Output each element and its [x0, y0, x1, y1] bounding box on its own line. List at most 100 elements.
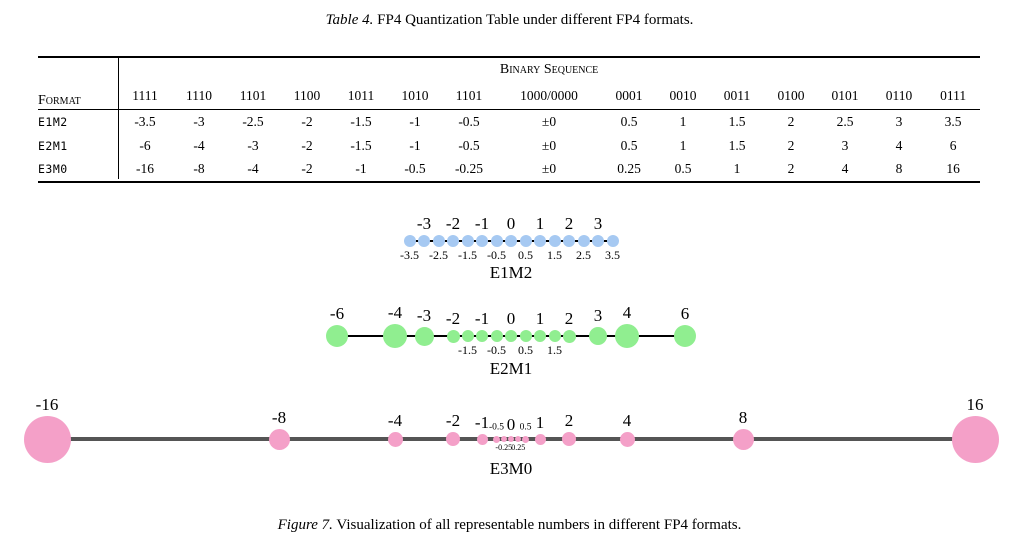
dot-label-above: -1: [474, 412, 490, 432]
data-dot-e2m1: [505, 330, 517, 342]
binary-header-cell: 0111: [940, 87, 967, 103]
table-row: E1M2 -3.5 -3 -2.5 -2 -1.5 -1 -0.5 ±0 0.5 1 1.5 2 2.5 3…: [38, 110, 980, 134]
dot-label-below: -0.25: [495, 443, 513, 452]
data-dot-e1m2: [519, 235, 532, 247]
dot-label-above: 0: [506, 309, 516, 328]
figure-caption-text: Visualization of all representable numbe…: [336, 517, 742, 533]
dot-label-above: 1: [535, 412, 545, 432]
dot-label-above: -6: [329, 304, 345, 323]
dot-label-below: 3.5: [605, 248, 620, 262]
binary-header-cell: 0110: [885, 87, 913, 103]
data-dot-e2m1: [562, 329, 576, 343]
dot-label-above: 3: [593, 214, 603, 233]
row-title-e2m1: E2M1: [489, 359, 533, 378]
dot-label-above: -0.5: [488, 422, 505, 432]
format-cell: E1M2: [38, 114, 68, 129]
data-dot-e3m0: [562, 432, 576, 446]
data-dot-e3m0: [515, 436, 522, 442]
value-cell: 3: [895, 113, 903, 129]
data-dot-e1m2: [447, 235, 459, 247]
value-cell: 0.25: [617, 161, 641, 176]
dot-label-above: 2: [564, 411, 574, 430]
dot-label-above: -16: [35, 394, 59, 414]
dot-label-above: -4: [387, 410, 403, 430]
binary-header-cell: 1011: [347, 87, 375, 103]
dot-label-above: 8: [738, 407, 748, 427]
table-caption: Table 4. FP4 Quantization Table under di…: [0, 12, 1019, 29]
dot-label-below: 0.5: [518, 248, 533, 262]
dot-label-above: 4: [622, 303, 632, 322]
binary-header-cell: 0101: [831, 87, 859, 103]
data-dot-e1m2: [418, 235, 430, 247]
dot-label-below: 0.5: [518, 343, 533, 357]
dot-label-above: -1: [474, 214, 490, 233]
data-dot-e3m0: [534, 433, 546, 445]
data-dot-e2m1: [548, 330, 561, 342]
dot-label-above: -2: [445, 214, 461, 233]
data-dot-e3m0: [476, 433, 488, 445]
value-cell: -1: [409, 137, 421, 153]
dot-label-above: 0: [506, 415, 516, 434]
value-cell: 3: [841, 137, 849, 153]
binary-header-row: 1111 1110 1101 1100 1011 1010 1101 1000/0000 000…: [38, 82, 980, 110]
table-row: E3M0 -16 -8 -4 -2 -1 -0.5 -0.25 ±0 0.25 0.5 1 2 4 8 16: [38, 158, 980, 182]
data-dot-e2m1: [476, 330, 488, 342]
value-cell: -4: [193, 137, 205, 153]
data-dot-e2m1: [326, 325, 348, 347]
dot-label-above: -1: [474, 309, 490, 328]
value-cell: 1.5: [728, 137, 746, 153]
data-dot-e1m2: [563, 235, 575, 247]
value-cell: -0.5: [458, 113, 480, 129]
data-dot-e3m0: [446, 432, 460, 446]
dot-label-above: -4: [387, 303, 403, 322]
data-dot-e3m0: [493, 435, 500, 443]
value-cell: 1.5: [728, 113, 746, 129]
value-cell: 2.5: [836, 113, 854, 129]
data-dot-e3m0: [508, 436, 514, 442]
value-cell: 2: [787, 161, 795, 176]
table-vertical-rule: [118, 58, 120, 179]
data-dot-e1m2: [548, 235, 561, 247]
value-cell: -2: [301, 161, 313, 176]
dot-label-above: 0: [506, 214, 516, 233]
dot-label-below: 1.5: [547, 343, 562, 357]
data-dot-e1m2: [592, 235, 604, 247]
dot-label-above: -2: [445, 308, 461, 328]
value-cell: -1.5: [350, 113, 372, 129]
dot-label-below: -1.5: [458, 248, 477, 262]
value-cell: -3: [193, 113, 205, 129]
dot-label-below: -3.5: [400, 248, 419, 262]
value-cell: -3.5: [134, 113, 156, 129]
table-body: E1M2 -3.5 -3 -2.5 -2 -1.5 -1 -0.5 ±0 0.5 1 1.5 2 2.5 3…: [38, 110, 980, 182]
dot-label-below: 0.25: [511, 443, 526, 452]
dot-label-above: 3: [593, 306, 603, 325]
format-cell: E3M0: [38, 162, 68, 176]
value-cell: ±0: [541, 161, 557, 176]
data-dot-e2m1: [674, 325, 696, 347]
dot-label-above: 2: [564, 214, 574, 233]
value-cell: 3.5: [944, 113, 962, 129]
value-cell: -0.5: [404, 161, 426, 176]
value-cell: ±0: [541, 113, 557, 129]
data-dot-e1m2: [577, 235, 590, 247]
dot-label-above: 1: [535, 214, 545, 233]
dot-label-above: 16: [966, 394, 984, 414]
value-cell: -0.25: [454, 161, 484, 176]
dot-label-below: -2.5: [429, 248, 448, 262]
data-dot-e2m1: [519, 330, 532, 342]
data-dot-e2m1: [414, 326, 434, 346]
value-cell: -0.5: [458, 137, 480, 153]
data-dot-e3m0: [522, 435, 529, 443]
binary-header-cell: 0001: [615, 87, 643, 103]
table-row: E2M1 -6 -4 -3 -2 -1.5 -1 -0.5 ±0 0.5 1 1.5 2 3 4 6: [38, 134, 980, 158]
format-header-cell: Format: [38, 93, 81, 108]
data-dot-e3m0: [732, 428, 754, 450]
data-dot-e1m2: [403, 235, 416, 247]
value-cell: 0.5: [620, 137, 638, 153]
value-cell: 8: [895, 161, 903, 176]
axis-line-e3m0: [47, 437, 975, 441]
dot-label-above: -8: [271, 407, 287, 427]
binary-header-cell: 0100: [777, 87, 805, 103]
binary-header-cell: 1000/0000: [520, 87, 578, 103]
